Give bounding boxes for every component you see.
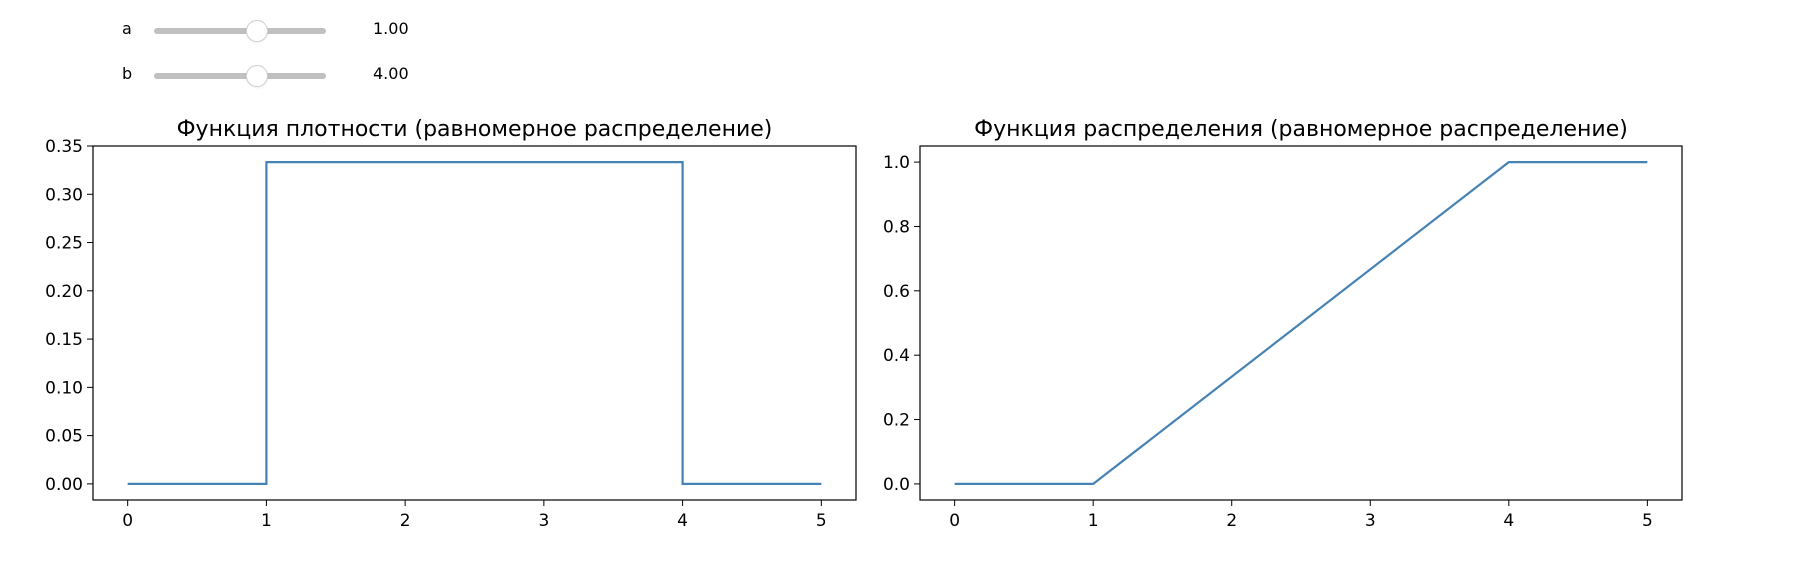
chart-1-title: Функция плотности (равномерное распредел… [177, 117, 773, 142]
slider-a-value: 1.00 [373, 19, 409, 38]
slider-b-label: b [122, 64, 133, 83]
slider-b-value: 4.00 [373, 64, 409, 83]
chart-1-ytick-label: 0.15 [45, 330, 83, 350]
slider-a-thumb[interactable] [246, 20, 269, 42]
chart-2-series-line [954, 160, 1648, 486]
chart-2-xtick-label: 3 [1365, 511, 1376, 531]
chart-1-ytick-label: 0.05 [45, 427, 83, 447]
chart-1-ytick-label: 0.35 [45, 137, 83, 157]
chart-2-ytick-label: 0.4 [883, 346, 910, 366]
slider-b-thumb[interactable] [246, 65, 269, 87]
chart-1-ytick-label: 0.25 [45, 234, 83, 254]
chart-2-xtick-label: 2 [1226, 511, 1237, 531]
chart-1-series-line [127, 161, 822, 485]
chart-2-xtick-label: 5 [1642, 511, 1653, 531]
chart-1-ytick-label: 0.10 [45, 378, 83, 398]
chart-1-xtick-label: 1 [261, 511, 272, 531]
chart-1-xtick-label: 2 [400, 511, 411, 531]
chart-2-ytick-label: 0.0 [883, 475, 910, 495]
chart-1-plot-frame [92, 145, 857, 501]
slider-a-track[interactable] [154, 28, 326, 34]
chart-1-xtick-label: 4 [677, 511, 688, 531]
chart-2-plot-frame [919, 145, 1683, 501]
chart-1-xtick-label: 3 [538, 511, 549, 531]
chart-2-xtick-label: 1 [1088, 511, 1099, 531]
slider-b-track[interactable] [154, 73, 326, 79]
chart-2-ytick-label: 1.0 [883, 153, 910, 173]
charts-canvas: Функция плотности (равномерное распредел… [45, 117, 1683, 531]
chart-2-ytick-label: 0.6 [883, 282, 910, 302]
slider-a-row: a 1.00 [0, 18, 460, 42]
chart-2-title: Функция распределения (равномерное распр… [974, 117, 1628, 142]
slider-b-row: b 4.00 [0, 63, 460, 87]
chart-1-ytick-label: 0.20 [45, 282, 83, 302]
chart-2-ytick-label: 0.2 [883, 411, 910, 431]
chart-1-ytick-label: 0.30 [45, 185, 83, 205]
slider-a-label: a [122, 19, 132, 38]
chart-1-xtick-label: 0 [122, 511, 133, 531]
chart-2-ytick-label: 0.8 [883, 217, 910, 237]
chart-2-xtick-label: 4 [1503, 511, 1514, 531]
chart-1-xtick-label: 5 [816, 511, 827, 531]
chart-2-xtick-label: 0 [949, 511, 960, 531]
chart-1-ytick-label: 0.00 [45, 475, 83, 495]
